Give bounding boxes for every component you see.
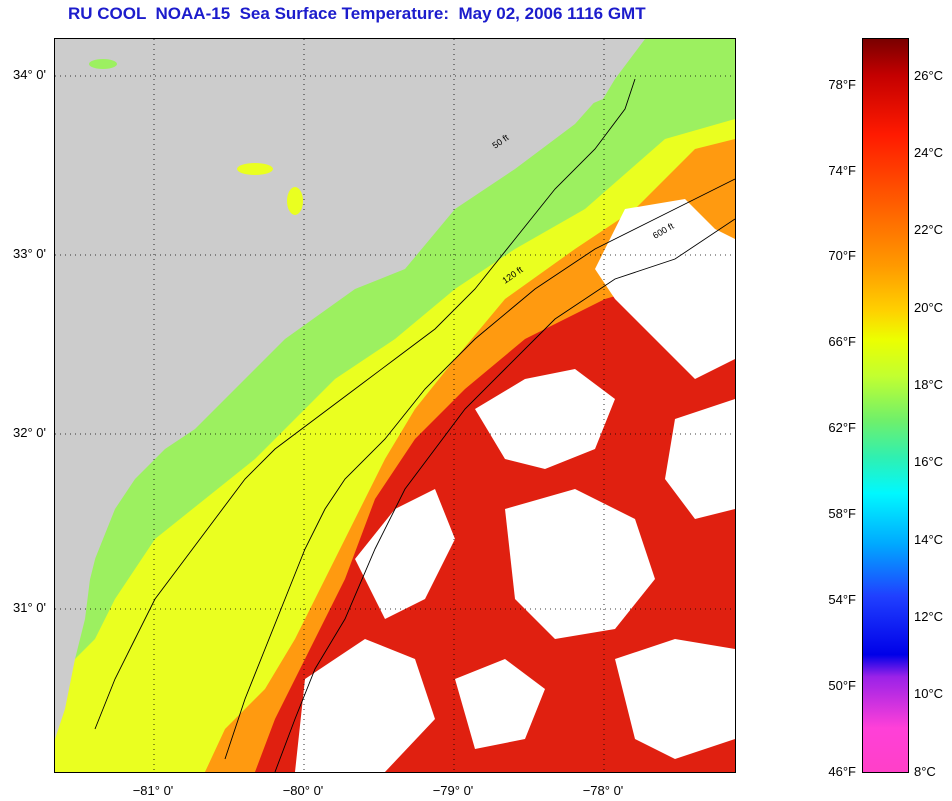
colorbar-f-58: 58°F bbox=[828, 506, 856, 521]
colorbar-c-10: 10°C bbox=[914, 686, 944, 701]
colorbar-f-50: 50°F bbox=[828, 678, 856, 693]
colorbar-f-54: 54°F bbox=[828, 592, 856, 607]
colorbar-f-78: 78°F bbox=[828, 77, 856, 92]
lon-label-79: −79° 0' bbox=[432, 783, 474, 798]
lat-label-32: 32° 0' bbox=[13, 425, 46, 440]
bathymetry-contours bbox=[94, 78, 735, 772]
colorbar-f-70: 70°F bbox=[828, 248, 856, 263]
land bbox=[55, 39, 627, 739]
colorbar-c-22: 22°C bbox=[914, 222, 944, 237]
colorbar-c-12: 12°C bbox=[914, 609, 944, 624]
lon-label-81: −81° 0' bbox=[132, 783, 174, 798]
colorbar-c-8: 8°C bbox=[914, 764, 936, 779]
colorbar-c-26: 26°C bbox=[914, 68, 944, 83]
colorbar-c-24: 24°C bbox=[914, 145, 944, 160]
colorbar-f-74: 74°F bbox=[828, 163, 856, 178]
colorbar-c-16: 16°C bbox=[914, 454, 944, 469]
lon-label-78: −78° 0' bbox=[582, 783, 624, 798]
colorbar-f-66: 66°F bbox=[828, 334, 856, 349]
colorbar-c-14: 14°C bbox=[914, 532, 944, 547]
colorbar-f-62: 62°F bbox=[828, 420, 856, 435]
sst-map[interactable]: 50 ft 120 ft 600 ft bbox=[54, 38, 736, 773]
sst-map-svg: 50 ft 120 ft 600 ft bbox=[55, 39, 735, 772]
lat-label-34: 34° 0' bbox=[13, 67, 46, 82]
lon-label-80: −80° 0' bbox=[282, 783, 324, 798]
inland-features bbox=[89, 59, 303, 215]
colorbar-f-46: 46°F bbox=[828, 764, 856, 779]
lat-label-31: 31° 0' bbox=[13, 600, 46, 615]
lat-label-33: 33° 0' bbox=[13, 246, 46, 261]
map-title: RU COOL NOAA-15 Sea Surface Temperature:… bbox=[68, 4, 646, 23]
temperature-colorbar bbox=[862, 38, 909, 773]
cloud-cover bbox=[295, 199, 735, 772]
colorbar-c-20: 20°C bbox=[914, 300, 944, 315]
colorbar-c-18: 18°C bbox=[914, 377, 944, 392]
graticule bbox=[55, 39, 735, 772]
